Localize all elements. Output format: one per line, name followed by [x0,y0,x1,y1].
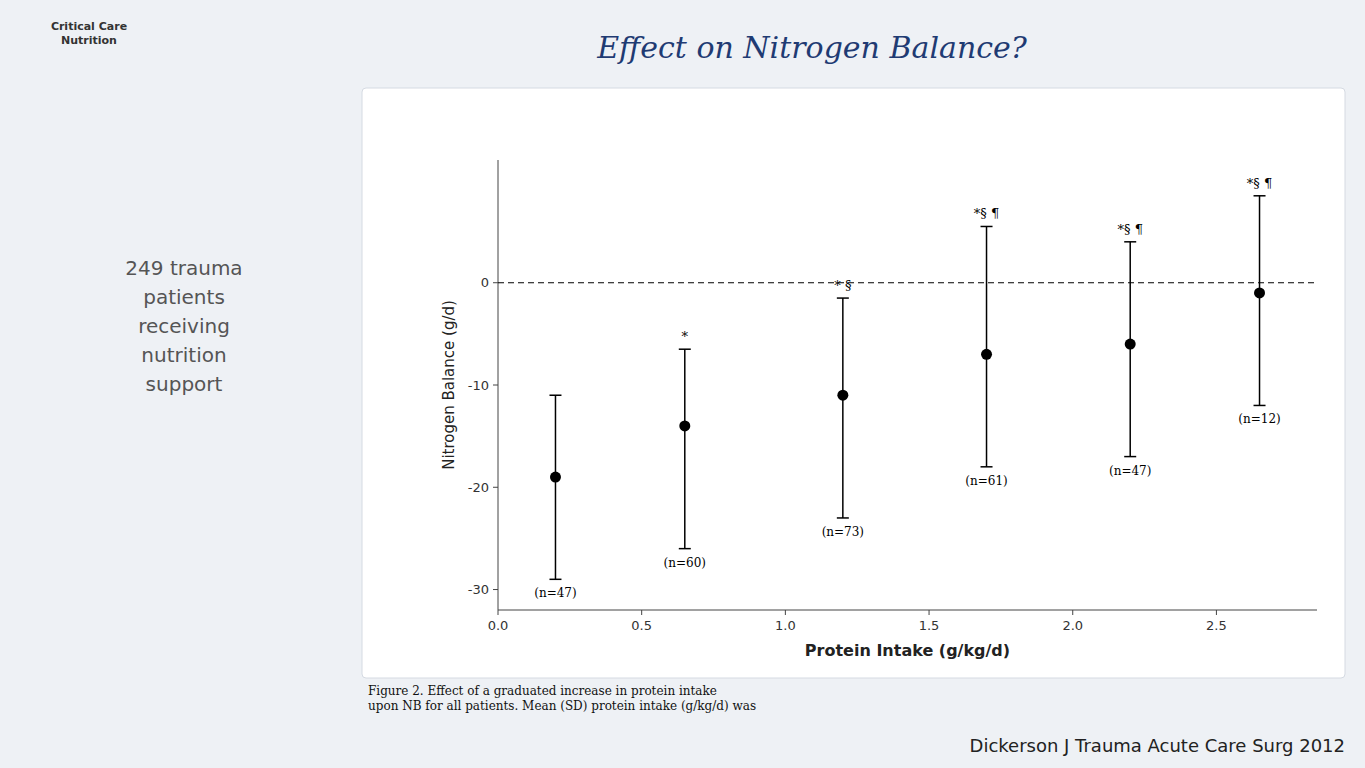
y-tick-label: -30 [468,582,489,597]
text-line: Figure 2. Effect of a graduated increase… [368,684,717,698]
text-line: support [146,372,223,396]
point [1125,339,1136,350]
marks [498,196,1317,580]
text-line: upon NB for all patients. Mean (SD) prot… [368,699,756,713]
error-cap-lower [549,579,561,581]
error-cap-lower [981,466,993,468]
error-cap-lower [1254,405,1266,407]
text-line: 249 trauma [125,256,242,280]
annotation: *§ ¶ [1247,176,1272,191]
x-tick-label: 2.0 [1062,618,1083,633]
error-cap-lower [679,548,691,550]
x-axis [498,610,1317,611]
panel [362,88,1345,678]
x-tick-label: 0.0 [488,618,509,633]
point [1254,287,1265,298]
n-label: (n=73) [822,525,864,539]
y-tick [493,589,498,590]
citation: Dickerson J Trauma Acute Care Surg 2012 [970,735,1345,756]
x-tick [929,610,930,615]
x-tick-label: 1.0 [775,618,796,633]
x-tick-label: 0.5 [631,618,652,633]
text-line: Nutrition [61,34,117,47]
error-bar [684,349,686,548]
point [837,390,848,401]
error-bar [986,226,988,466]
n-label: (n=12) [1238,412,1280,426]
reference-line [498,282,1317,283]
x-tick [1216,610,1217,615]
error-cap-upper [679,348,691,350]
error-cap-upper [837,297,849,299]
y-tick [493,385,498,386]
n-label: (n=61) [965,474,1007,488]
subtitle: 249 trauma patients receiving nutrition supp… [125,256,242,396]
n-label: (n=47) [1109,464,1151,478]
error-cap-lower [1124,456,1136,458]
annotation: *§ ¶ [974,206,999,221]
x-tick [498,610,499,615]
point [679,420,690,431]
x-tick-label: 2.5 [1206,618,1227,633]
text-line: patients [143,285,225,309]
error-bar [555,395,557,579]
annotation: * § [834,278,851,293]
x-tick-label: 1.5 [919,618,940,633]
y-tick [493,487,498,488]
caption: Figure 2. Effect of a graduated increase… [368,684,756,713]
x-tick [641,610,642,615]
x-axis-label: Protein Intake (g/kg/d) [805,641,1010,660]
error-bar [1259,196,1261,406]
logo: Critical CareNutrition [51,20,127,47]
title: Effect on Nitrogen Balance? [596,30,1028,65]
text-line: Critical Care [51,20,127,33]
background [0,0,1365,768]
error-bar [842,298,844,518]
error-cap-upper [1254,195,1266,197]
error-cap-upper [1124,241,1136,243]
text-line: receiving [138,314,230,338]
y-tick-label: -10 [468,378,489,393]
y-tick-label: -20 [468,480,489,495]
y-axis-label: Nitrogen Balance (g/d) [440,300,458,470]
error-cap-upper [981,226,993,228]
y-tick-label: 0 [481,275,489,290]
x-tick [785,610,786,615]
y-tick [493,282,498,283]
n-label: (n=60) [664,556,706,570]
annotation: * [682,329,689,344]
point [550,472,561,483]
chart: Critical CareNutrition Effect on Nitrogen… [0,0,1365,768]
error-cap-lower [837,517,849,519]
x-tick [1072,610,1073,615]
annotation: *§ ¶ [1118,222,1143,237]
error-cap-upper [549,394,561,396]
point [981,349,992,360]
text-line: nutrition [141,343,226,367]
n-label: (n=47) [534,586,576,600]
